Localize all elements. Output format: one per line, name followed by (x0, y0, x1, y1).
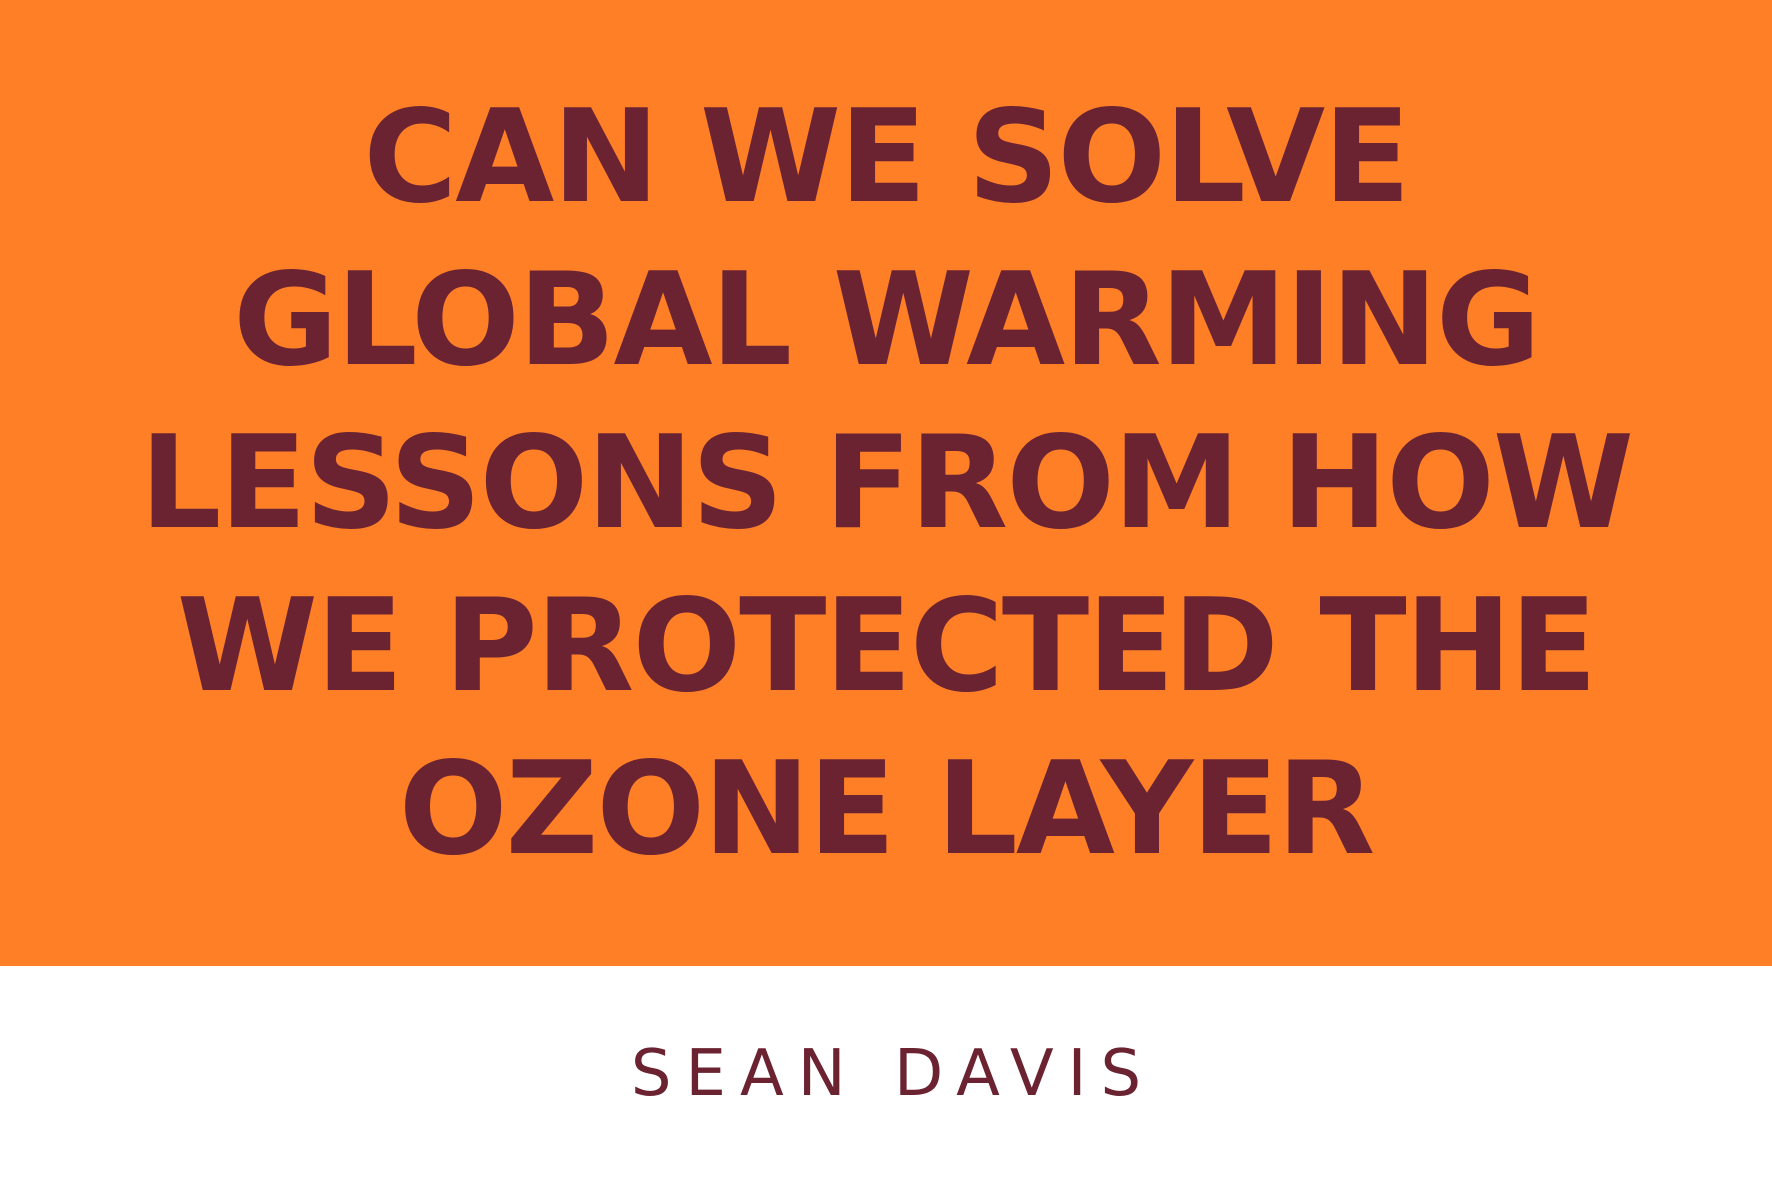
author-name: SEAN DAVIS (630, 1036, 1156, 1111)
title-line-5: OZONE LAYER (398, 734, 1376, 884)
book-title: CAN WE SOLVE GLOBAL WARMING LESSONS FROM… (36, 76, 1736, 891)
title-line-3: LESSONS FROM HOW (139, 408, 1634, 558)
title-line-4: WE PROTECTED THE (176, 571, 1598, 721)
author-panel: SEAN DAVIS (0, 966, 1772, 1181)
title-panel: CAN WE SOLVE GLOBAL WARMING LESSONS FROM… (0, 0, 1772, 966)
title-line-2: GLOBAL WARMING (233, 245, 1541, 395)
title-line-1: CAN WE SOLVE (363, 82, 1410, 232)
